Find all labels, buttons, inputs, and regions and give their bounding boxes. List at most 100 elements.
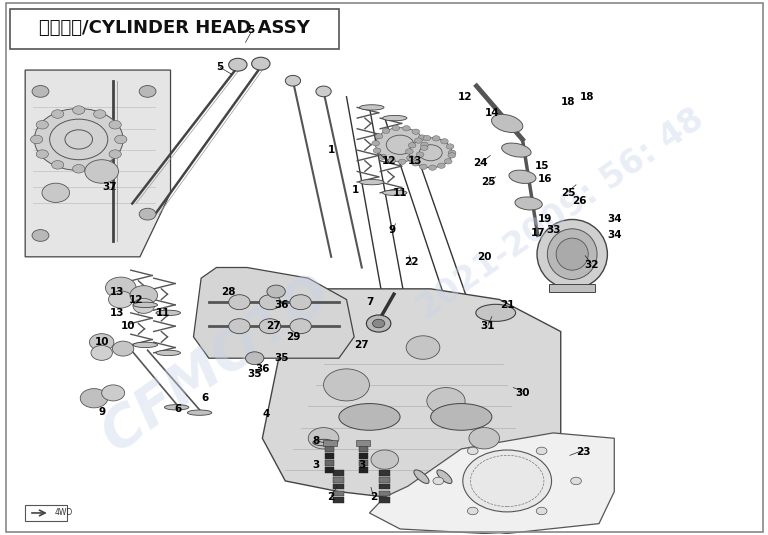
Text: 35: 35 xyxy=(274,353,289,363)
Circle shape xyxy=(109,120,121,129)
Circle shape xyxy=(260,295,281,310)
Circle shape xyxy=(112,341,134,356)
Text: 31: 31 xyxy=(481,321,495,331)
Circle shape xyxy=(101,385,124,401)
Circle shape xyxy=(386,135,414,155)
Bar xyxy=(333,484,344,490)
Bar xyxy=(379,470,390,476)
Circle shape xyxy=(416,152,424,157)
Circle shape xyxy=(445,159,452,164)
Circle shape xyxy=(409,138,452,167)
Bar xyxy=(549,284,595,292)
Bar xyxy=(325,453,334,459)
Circle shape xyxy=(382,128,390,133)
Ellipse shape xyxy=(313,439,334,446)
Bar xyxy=(333,491,344,496)
Text: 18: 18 xyxy=(581,91,594,102)
Text: 27: 27 xyxy=(266,321,281,331)
Circle shape xyxy=(536,447,547,455)
Circle shape xyxy=(468,507,478,515)
Ellipse shape xyxy=(492,114,523,133)
Circle shape xyxy=(84,160,118,183)
Ellipse shape xyxy=(431,403,492,430)
Circle shape xyxy=(402,126,410,131)
Text: 2: 2 xyxy=(328,492,335,502)
Circle shape xyxy=(246,352,264,365)
Text: 12: 12 xyxy=(129,294,144,304)
Circle shape xyxy=(32,86,49,97)
Circle shape xyxy=(571,477,581,485)
Circle shape xyxy=(536,507,547,515)
Circle shape xyxy=(139,86,156,97)
Text: 23: 23 xyxy=(577,447,591,456)
Circle shape xyxy=(376,128,425,162)
Circle shape xyxy=(372,319,385,328)
Bar xyxy=(379,498,390,503)
Text: 11: 11 xyxy=(156,308,170,318)
Text: CFMOTO: CFMOTO xyxy=(92,265,341,462)
Circle shape xyxy=(133,299,154,314)
Text: 32: 32 xyxy=(584,260,598,270)
Ellipse shape xyxy=(359,179,384,185)
Text: 34: 34 xyxy=(607,215,621,225)
Circle shape xyxy=(407,155,415,160)
Polygon shape xyxy=(25,70,170,257)
Ellipse shape xyxy=(133,302,157,308)
Circle shape xyxy=(50,119,108,160)
Circle shape xyxy=(260,319,281,334)
Text: 2: 2 xyxy=(369,492,377,502)
Circle shape xyxy=(446,144,454,149)
Circle shape xyxy=(32,230,49,241)
Circle shape xyxy=(91,346,112,361)
Text: 12: 12 xyxy=(458,91,472,102)
Circle shape xyxy=(412,129,419,134)
Circle shape xyxy=(73,106,84,114)
Text: 4: 4 xyxy=(263,409,270,419)
Circle shape xyxy=(31,135,43,144)
Circle shape xyxy=(36,120,48,129)
Circle shape xyxy=(409,143,416,148)
Circle shape xyxy=(36,150,48,158)
Text: 17: 17 xyxy=(531,228,545,238)
Circle shape xyxy=(432,136,440,141)
Bar xyxy=(333,470,344,476)
Text: 2021-2009: 56: 48: 2021-2009: 56: 48 xyxy=(411,103,710,326)
Text: 36: 36 xyxy=(255,364,270,374)
Circle shape xyxy=(94,110,106,118)
Circle shape xyxy=(449,150,456,156)
Ellipse shape xyxy=(164,404,189,410)
Circle shape xyxy=(109,150,121,158)
Polygon shape xyxy=(194,268,354,358)
Text: 22: 22 xyxy=(404,257,419,267)
Text: 5: 5 xyxy=(247,25,254,35)
Text: 34: 34 xyxy=(607,231,621,241)
Circle shape xyxy=(114,135,127,144)
FancyBboxPatch shape xyxy=(10,9,339,49)
Text: 21: 21 xyxy=(500,300,515,310)
Text: 1: 1 xyxy=(328,145,335,155)
Circle shape xyxy=(51,110,64,118)
Circle shape xyxy=(412,160,419,166)
Bar xyxy=(359,460,368,466)
Ellipse shape xyxy=(359,105,384,110)
Circle shape xyxy=(366,315,391,332)
Ellipse shape xyxy=(556,238,588,270)
Circle shape xyxy=(73,165,84,173)
Ellipse shape xyxy=(548,229,597,279)
Circle shape xyxy=(372,141,379,146)
Circle shape xyxy=(388,158,396,164)
Bar xyxy=(359,453,368,459)
Circle shape xyxy=(468,447,478,455)
Bar xyxy=(325,446,334,452)
Text: 气缸盖组/CYLINDER HEAD ASSY: 气缸盖组/CYLINDER HEAD ASSY xyxy=(39,19,310,37)
Bar xyxy=(333,498,344,503)
Text: 7: 7 xyxy=(366,297,373,307)
Circle shape xyxy=(419,145,442,161)
Text: 10: 10 xyxy=(121,321,136,331)
Text: 14: 14 xyxy=(485,108,499,118)
Circle shape xyxy=(285,75,300,86)
Text: 30: 30 xyxy=(515,388,530,398)
Circle shape xyxy=(448,152,455,158)
Text: 9: 9 xyxy=(98,407,105,417)
Circle shape xyxy=(423,135,431,141)
